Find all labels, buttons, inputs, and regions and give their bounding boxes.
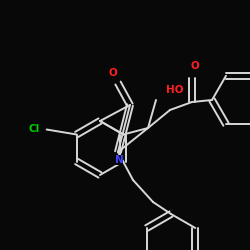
Text: HO: HO (166, 85, 184, 95)
Text: Cl: Cl (29, 124, 40, 134)
Text: N: N (114, 155, 124, 165)
Text: O: O (108, 68, 118, 78)
Text: O: O (191, 61, 200, 71)
